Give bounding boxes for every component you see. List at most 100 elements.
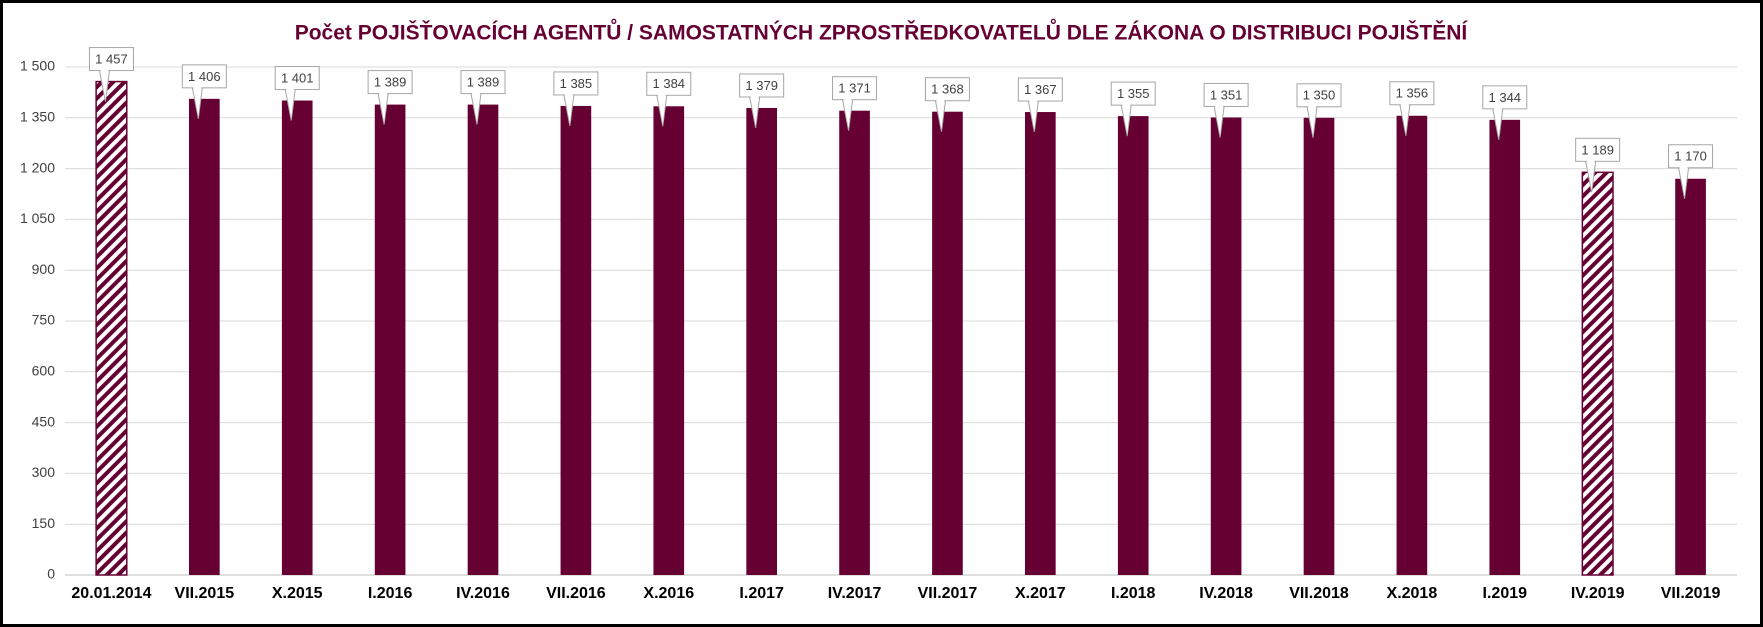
value-label: 1 401 (281, 70, 314, 85)
x-tick-label: IV.2018 (1199, 585, 1253, 602)
label-pointer-fill (472, 92, 480, 123)
label-pointer-fill (1308, 105, 1316, 136)
y-tick-label: 1 200 (20, 159, 55, 175)
value-label: 1 389 (467, 75, 500, 90)
y-tick-label: 450 (32, 413, 56, 429)
label-box (460, 70, 506, 95)
label-pointer-fill (1679, 166, 1688, 197)
label-box (274, 66, 320, 91)
value-label: 1 356 (1396, 86, 1429, 101)
chart-title: Počet POJIŠŤOVACÍCH AGENTŮ / SAMOSTATNÝC… (295, 19, 1469, 45)
x-tick-label: VII.2016 (546, 585, 606, 602)
label-pointer-fill (1029, 100, 1038, 131)
label-pointer-fill (1400, 103, 1409, 134)
x-tick-label: VII.2017 (918, 585, 978, 602)
x-tick-label: I.2019 (1483, 585, 1528, 602)
bar (746, 107, 777, 575)
value-label: 1 344 (1489, 90, 1522, 105)
label-pointer-fill (1122, 104, 1131, 135)
label-pointer-fill (100, 69, 109, 100)
label-pointer-fill (657, 94, 666, 125)
label-pointer-fill (843, 98, 852, 129)
label-box (553, 71, 599, 96)
bar (281, 100, 313, 575)
label-pointer-fill (286, 88, 295, 119)
value-label: 1 355 (1117, 86, 1150, 101)
value-label: 1 351 (1210, 87, 1243, 102)
value-label: 1 384 (653, 76, 686, 91)
x-tick-label: IV.2016 (456, 585, 510, 602)
value-label: 1 406 (188, 69, 221, 84)
label-box (1389, 81, 1435, 106)
y-tick-label: 1 350 (20, 109, 55, 125)
y-tick-label: 1 500 (20, 58, 55, 74)
x-tick-label: X.2016 (643, 585, 694, 602)
bar (95, 80, 128, 576)
label-box (1110, 81, 1156, 106)
x-tick-label: X.2017 (1015, 585, 1066, 602)
label-box (1017, 77, 1063, 102)
x-tick-label: IV.2019 (1571, 585, 1625, 602)
value-label: 1 367 (1024, 82, 1057, 97)
bar (1489, 119, 1521, 575)
label-pointer-fill (936, 99, 945, 130)
label-box (1203, 82, 1249, 107)
y-tick-label: 750 (32, 312, 56, 328)
value-label: 1 350 (1303, 88, 1336, 103)
bar (1675, 178, 1706, 575)
label-pointer-fill (750, 95, 759, 126)
value-label: 1 379 (745, 78, 778, 93)
x-tick-label: X.2018 (1387, 585, 1438, 602)
label-box (367, 70, 413, 95)
bar (189, 98, 220, 576)
x-tick-label: X.2015 (272, 585, 323, 602)
label-pointer-fill (193, 86, 202, 117)
bar (932, 111, 963, 575)
y-tick-label: 0 (47, 566, 55, 582)
label-box (832, 76, 878, 101)
bar (467, 104, 499, 575)
y-tick-label: 900 (32, 261, 56, 277)
y-tick-label: 1 050 (20, 210, 55, 226)
value-label: 1 189 (1581, 142, 1614, 157)
label-pointer-fill (1586, 160, 1595, 191)
label-pointer-fill (1493, 107, 1502, 138)
label-pointer-fill (1215, 105, 1224, 136)
y-tick-label: 600 (32, 363, 56, 379)
label-pointer-fill (379, 92, 388, 123)
x-tick-label: I.2017 (739, 585, 784, 602)
x-tick-label: VII.2018 (1289, 585, 1349, 602)
label-box (1482, 85, 1528, 110)
label-box (1296, 83, 1342, 108)
label-box (924, 77, 970, 102)
bar (560, 105, 592, 576)
bar (653, 106, 685, 575)
x-tick-label: VII.2019 (1661, 585, 1721, 602)
x-tick-label: I.2016 (368, 585, 413, 602)
bar (1117, 116, 1149, 576)
y-tick-label: 150 (32, 515, 56, 531)
value-label: 1 385 (560, 76, 593, 91)
label-pointer-fill (564, 93, 573, 124)
label-box (739, 73, 785, 98)
bar (374, 104, 406, 575)
value-label: 1 170 (1674, 149, 1707, 164)
bar (1396, 115, 1428, 575)
bar (839, 110, 870, 576)
label-box (181, 64, 227, 89)
bar (1025, 112, 1056, 575)
bar (1303, 117, 1335, 576)
value-label: 1 389 (374, 75, 407, 90)
value-label: 1 371 (838, 81, 871, 96)
x-tick-label: 20.01.2014 (71, 585, 151, 602)
label-box (1575, 137, 1621, 162)
x-tick-label: VII.2015 (175, 585, 235, 602)
bar (1210, 117, 1242, 575)
x-tick-label: IV.2017 (828, 585, 882, 602)
y-tick-label: 300 (32, 464, 56, 480)
value-label: 1 368 (931, 82, 964, 97)
label-box (1668, 144, 1714, 169)
label-box (646, 71, 692, 96)
value-label: 1 457 (95, 52, 128, 67)
